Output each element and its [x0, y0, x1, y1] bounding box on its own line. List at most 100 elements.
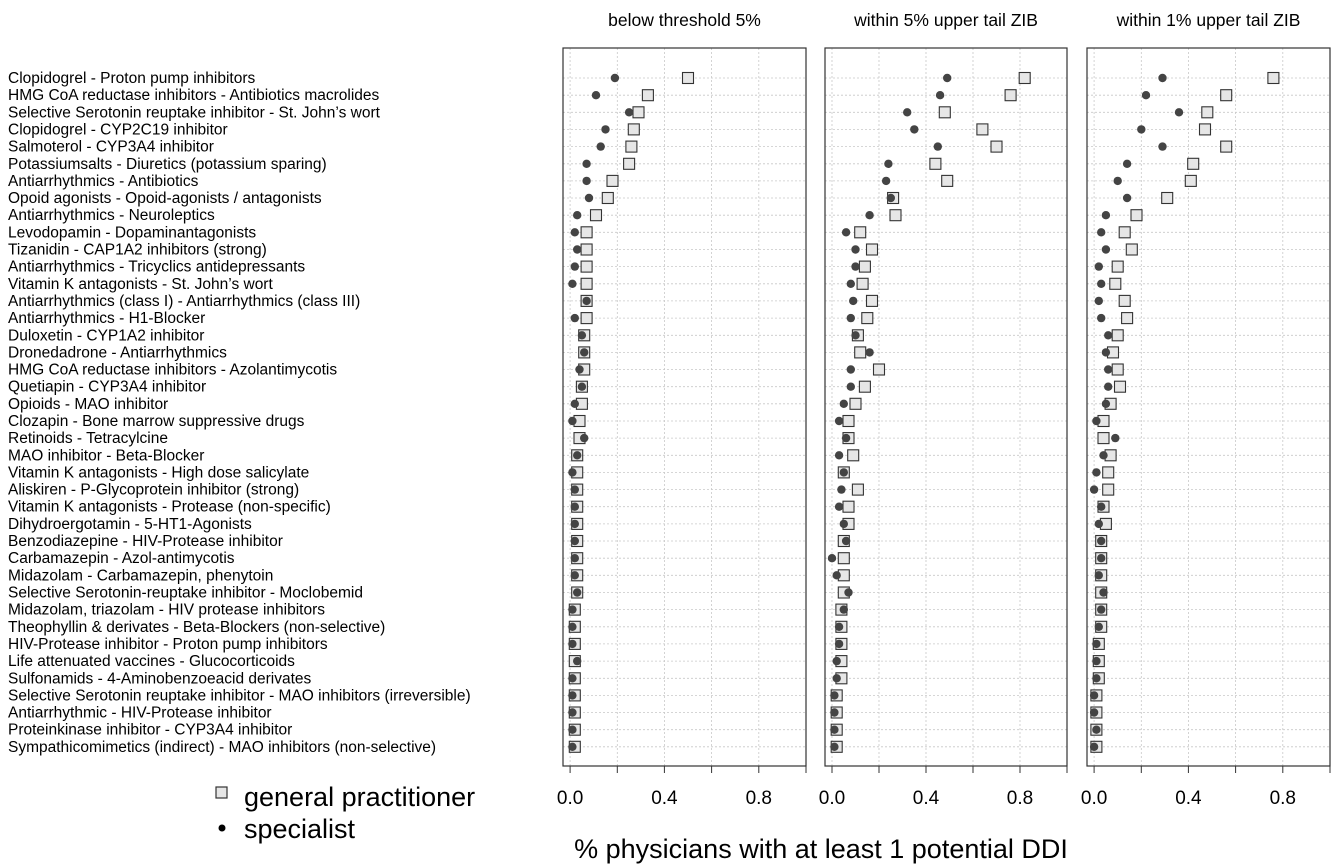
- gp-square-point: [851, 483, 864, 496]
- specialist-dot-point: [573, 588, 582, 597]
- gp-square-point: [889, 209, 902, 222]
- specialist-dot-point: [841, 433, 851, 443]
- gp-square-point: [1267, 71, 1280, 85]
- x-tick-label: 0.8: [746, 788, 772, 809]
- gp-square-point: [625, 140, 638, 153]
- category-label: Dihydroergotamin - 5-HT1-Agonists: [8, 516, 252, 533]
- gp-square-point: [1111, 329, 1124, 342]
- panel-frame: [1086, 47, 1331, 767]
- specialist-dot-point: [568, 605, 577, 614]
- category-label: Sulfonamids - 4-Aminobenzoeacid derivate…: [8, 670, 312, 687]
- gp-square-point: [858, 380, 871, 393]
- gp-square-point: [1102, 466, 1115, 479]
- gp-square-point: [837, 552, 850, 565]
- category-label: Retinoids - Tetracylcine: [8, 430, 168, 447]
- specialist-dot-point: [849, 296, 858, 306]
- specialist-dot-point: [832, 571, 841, 580]
- specialist-dot-point: [834, 622, 844, 631]
- gp-square-point: [580, 277, 593, 290]
- specialist-dot-point: [1097, 228, 1106, 237]
- x-tick-label: 0.4: [1175, 788, 1202, 809]
- specialist-dot-point: [568, 674, 577, 683]
- gp-square-point: [1125, 243, 1138, 256]
- specialist-dot-point: [1092, 639, 1101, 649]
- gp-square-point: [842, 414, 855, 428]
- gp-square-point: [601, 191, 614, 205]
- specialist-dot-point: [1092, 725, 1101, 734]
- gp-square-point: [856, 277, 869, 290]
- category-label: Sympathicomimetics (indirect) - MAO inhi…: [8, 739, 436, 756]
- specialist-dot-point: [1089, 742, 1099, 751]
- category-label: Salmoterol - CYP3A4 inhibitor: [8, 139, 214, 156]
- x-tick-label: 0.0: [1081, 788, 1107, 809]
- gp-square-point: [681, 71, 695, 85]
- gp-square-point: [976, 123, 989, 136]
- gp-square-point: [606, 174, 619, 187]
- specialist-dot-point: [1141, 91, 1151, 100]
- specialist-dot-point: [834, 416, 844, 426]
- legend-specialist-dot-icon: [218, 824, 226, 832]
- gp-square-point: [580, 260, 593, 273]
- gp-square-point: [858, 260, 871, 273]
- specialist-dot-point: [575, 365, 584, 374]
- specialist-dot-point: [839, 399, 848, 408]
- specialist-dot-point: [568, 416, 577, 426]
- category-label: Theophyllin & derivates - Beta-Blockers …: [8, 619, 385, 636]
- specialist-dot-point: [943, 73, 952, 83]
- specialist-dot-point: [1089, 691, 1099, 700]
- specialist-dot-point: [935, 91, 945, 100]
- specialist-dot-point: [1094, 571, 1104, 580]
- gp-square-point: [990, 140, 1003, 153]
- specialist-dot-point: [884, 159, 893, 168]
- category-label: Aliskiren - P-Glycoprotein inhibitor (st…: [8, 482, 299, 499]
- specialist-dot-point: [580, 348, 589, 357]
- category-label: Carbamazepin - Azol-antimycotis: [8, 550, 235, 567]
- specialist-dot-point: [601, 125, 610, 134]
- gp-square-point: [1113, 380, 1127, 393]
- panel-title: below threshold 5%: [608, 10, 761, 30]
- specialist-dot-point: [1094, 622, 1104, 631]
- specialist-dot-point: [577, 331, 587, 340]
- gp-square-point: [941, 174, 954, 187]
- panel: within 5% upper tail ZIB 0.0 0.4 0.8: [819, 10, 1068, 809]
- specialist-dot-point: [1092, 416, 1101, 426]
- panel: below threshold 5% 0.0 0.4 0.8: [557, 10, 807, 809]
- specialist-dot-point: [573, 656, 582, 666]
- specialist-dot-point: [580, 433, 589, 443]
- specialist-dot-point: [830, 708, 839, 717]
- specialist-dot-point: [830, 691, 839, 700]
- specialist-dot-point: [839, 605, 848, 614]
- specialist-dot-point: [933, 142, 942, 151]
- category-label: Opioids - MAO inhibitor: [8, 396, 168, 413]
- specialist-dot-point: [841, 536, 851, 546]
- specialist-dot-point: [1097, 502, 1106, 511]
- specialist-dot-point: [582, 176, 591, 186]
- panel: within 1% upper tail ZIB 0.0 0.4 0.8: [1081, 10, 1331, 809]
- gp-square-point: [1102, 483, 1115, 496]
- x-tick-label: 0.4: [651, 788, 678, 809]
- category-label: Potassiumsalts - Diuretics (potassium sp…: [8, 156, 327, 173]
- panels: below threshold 5% 0.0 0.4 0.8 within 5% upp…: [557, 10, 1331, 809]
- gp-square-point: [842, 500, 855, 513]
- specialist-dot-point: [577, 382, 587, 391]
- category-label: Vitamin K antagonists - St. John’s wort: [8, 276, 273, 293]
- specialist-dot-point: [1101, 211, 1111, 220]
- specialist-dot-point: [573, 211, 582, 220]
- gp-square-point: [865, 294, 879, 307]
- specialist-dot-point: [837, 485, 846, 494]
- specialist-dot-point: [846, 382, 855, 391]
- category-label: Clozapin - Bone marrow suppressive drugs: [8, 413, 305, 430]
- gp-square-point: [1111, 363, 1124, 376]
- specialist-dot-point: [1158, 142, 1167, 151]
- specialist-dot-point: [851, 262, 860, 271]
- category-label: Antiarrhythmics - H1-Blocker: [8, 310, 205, 327]
- category-label: HMG CoA reductase inhibitors - Antibioti…: [8, 87, 380, 104]
- category-label: Vitamin K antagonists - High dose salicy…: [8, 464, 309, 481]
- specialist-dot-point: [1104, 365, 1113, 374]
- category-label: Antiarrhythmics (class I) - Antiarrhythm…: [8, 293, 360, 310]
- specialist-dot-point: [1092, 674, 1101, 683]
- gp-square-point: [580, 312, 593, 325]
- panel-title: within 1% upper tail ZIB: [1116, 10, 1301, 30]
- specialist-dot-point: [865, 348, 874, 357]
- specialist-dot-point: [881, 176, 891, 186]
